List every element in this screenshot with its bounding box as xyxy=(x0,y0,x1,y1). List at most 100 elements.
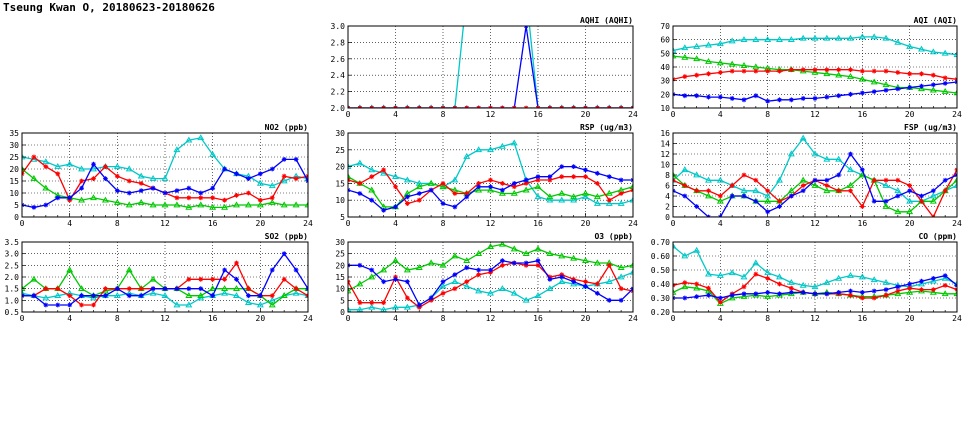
data-point xyxy=(570,254,578,261)
data-point xyxy=(906,197,914,204)
data-point xyxy=(571,164,577,169)
x-tick-label: 20 xyxy=(905,110,915,119)
x-tick-label: 24 xyxy=(303,314,313,323)
data-point xyxy=(559,164,565,169)
data-point xyxy=(919,71,924,77)
data-point xyxy=(741,172,747,178)
data-point xyxy=(498,142,506,149)
data-point xyxy=(895,193,901,199)
data-point xyxy=(787,187,795,194)
data-point xyxy=(859,295,865,301)
data-point xyxy=(871,295,877,301)
data-point xyxy=(91,161,96,167)
y-tick-label: 0.30 xyxy=(651,294,670,303)
x-tick-label: 8 xyxy=(765,219,770,228)
data-point xyxy=(752,259,760,266)
data-point xyxy=(706,292,711,298)
plot-area xyxy=(22,242,308,312)
y-tick-label: 0.20 xyxy=(651,308,670,317)
data-point xyxy=(510,289,518,296)
data-point xyxy=(476,181,482,186)
y-tick-label: 10 xyxy=(9,189,19,198)
data-point xyxy=(682,193,688,199)
data-point xyxy=(776,176,783,183)
data-point xyxy=(812,67,818,73)
data-point xyxy=(488,177,493,183)
series-line-0 xyxy=(22,137,308,187)
data-point xyxy=(593,193,601,200)
data-point xyxy=(859,68,865,74)
data-point xyxy=(197,134,205,141)
data-point xyxy=(221,203,229,210)
y-tick-label: 2.6 xyxy=(331,55,346,64)
data-point xyxy=(173,146,181,153)
chart-title: RSP (ug/m3) xyxy=(580,123,633,132)
data-point xyxy=(451,176,459,183)
data-point xyxy=(440,201,446,206)
series-group xyxy=(22,251,308,308)
data-point xyxy=(393,184,398,190)
data-point xyxy=(244,201,252,208)
data-point xyxy=(694,72,700,78)
data-point xyxy=(583,167,588,173)
data-point xyxy=(953,51,957,58)
data-point xyxy=(800,183,806,188)
data-point xyxy=(741,291,747,297)
x-tick-label: 16 xyxy=(208,219,218,228)
x-tick-label: 16 xyxy=(533,314,543,323)
data-point xyxy=(559,274,565,280)
data-point xyxy=(137,172,145,179)
data-point xyxy=(79,293,84,299)
x-tick-label: 8 xyxy=(115,314,120,323)
data-point xyxy=(629,196,633,203)
data-point xyxy=(617,199,625,206)
data-point xyxy=(197,201,205,208)
x-tick-label: 12 xyxy=(486,110,496,119)
data-point xyxy=(594,181,600,186)
y-tick-label: 10 xyxy=(335,285,345,294)
data-point xyxy=(848,91,853,97)
data-point xyxy=(91,176,96,181)
data-point xyxy=(859,90,865,96)
data-point xyxy=(558,196,566,203)
data-point xyxy=(101,196,109,203)
y-tick-label: 5 xyxy=(340,213,345,222)
data-point xyxy=(848,288,853,294)
data-point xyxy=(185,292,193,298)
data-point xyxy=(67,302,73,308)
x-tick-label: 24 xyxy=(952,110,962,119)
data-point xyxy=(717,94,723,100)
data-point xyxy=(799,176,807,183)
data-point xyxy=(618,177,624,183)
data-point xyxy=(571,174,577,180)
data-point xyxy=(682,93,688,99)
data-point xyxy=(606,297,612,303)
data-point xyxy=(906,42,914,49)
y-tick-label: 0.50 xyxy=(651,266,670,275)
data-point xyxy=(681,283,689,290)
data-point xyxy=(764,269,772,276)
data-point xyxy=(451,252,459,259)
data-point xyxy=(234,193,239,198)
data-point xyxy=(138,188,144,193)
data-point xyxy=(404,279,410,285)
x-tick-label: 12 xyxy=(486,314,496,323)
data-point xyxy=(706,188,711,194)
data-point xyxy=(824,291,830,297)
data-point xyxy=(617,273,625,280)
data-point xyxy=(953,181,957,188)
data-point xyxy=(210,276,216,282)
y-tick-label: 0.70 xyxy=(651,238,670,247)
data-point xyxy=(716,176,724,183)
data-point xyxy=(606,262,612,268)
data-point xyxy=(919,287,924,292)
data-point xyxy=(280,201,288,208)
data-point xyxy=(629,183,633,190)
data-point xyxy=(570,193,578,200)
series-group xyxy=(673,242,957,306)
data-point xyxy=(222,267,227,273)
data-point xyxy=(369,300,375,306)
data-point xyxy=(246,190,251,196)
data-point xyxy=(941,274,949,281)
